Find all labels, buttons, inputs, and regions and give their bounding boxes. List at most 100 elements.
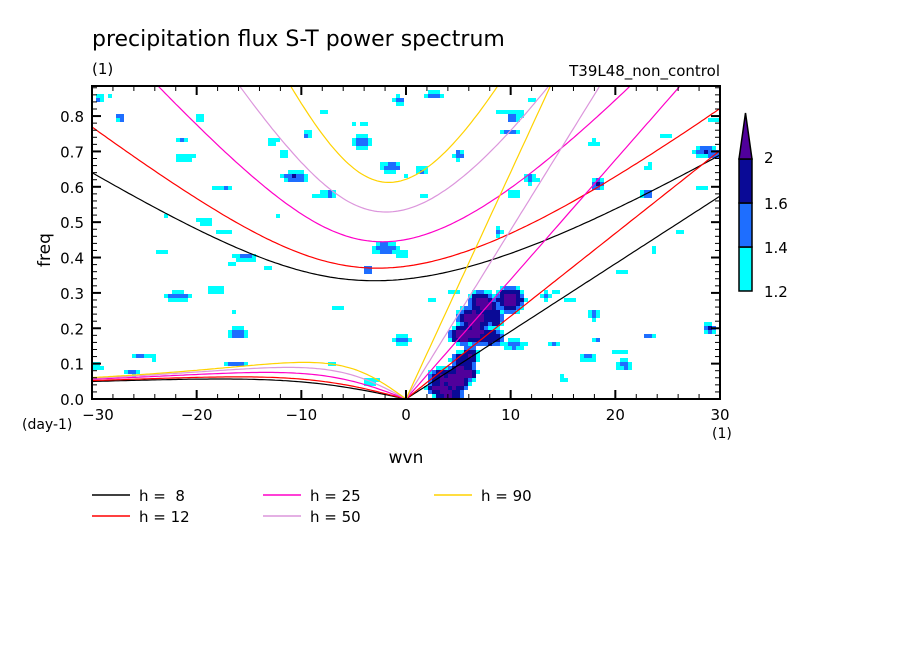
contour-cell <box>440 370 444 374</box>
contour-cell <box>244 258 248 262</box>
contour-cell <box>480 342 484 346</box>
contour-cell <box>468 362 472 366</box>
contour-cell <box>464 342 468 346</box>
contour-cell <box>452 378 456 382</box>
contour-cell <box>320 190 324 194</box>
contour-cell <box>456 334 460 338</box>
contour-cell <box>180 290 184 294</box>
rossby-n1-curve-h25 <box>92 371 407 399</box>
contour-cell <box>244 330 248 334</box>
contour-cell <box>396 94 400 98</box>
contour-cell <box>464 334 468 338</box>
contour-cell <box>500 130 504 134</box>
contour-cell <box>628 366 632 370</box>
contour-cell <box>484 290 488 294</box>
contour-cell <box>460 150 464 154</box>
contour-cell <box>464 306 468 310</box>
contour-cell <box>708 150 712 154</box>
contour-cell <box>716 118 720 122</box>
contour-cell <box>468 354 472 358</box>
contour-cell <box>392 98 396 102</box>
ig-n1-curve-h8 <box>92 154 720 282</box>
contour-cell <box>552 290 556 294</box>
contour-cell <box>400 338 404 342</box>
contour-cell <box>252 258 256 262</box>
contour-cell <box>532 98 536 102</box>
ig-n1-curve-h12 <box>92 108 720 269</box>
contour-cell <box>236 362 240 366</box>
contour-cell <box>592 186 596 190</box>
contour-cell <box>492 310 496 314</box>
contour-cell <box>520 294 524 298</box>
contour-cell <box>392 250 396 254</box>
contour-cell <box>352 142 356 146</box>
contour-cell <box>180 138 184 142</box>
contour-cell <box>472 306 476 310</box>
contour-cell <box>504 302 508 306</box>
legend-item-h90: h = 90 <box>434 487 532 505</box>
contour-cell <box>500 330 504 334</box>
contour-cell <box>284 154 288 158</box>
contour-cell <box>436 370 440 374</box>
contour-cell <box>368 138 372 142</box>
contour-cell <box>460 314 464 318</box>
contour-cell <box>236 330 240 334</box>
y-axis-label: freq <box>35 233 55 267</box>
contour-cell <box>428 390 432 394</box>
contour-cell <box>496 306 500 310</box>
contour-cell <box>512 118 516 122</box>
contour-cell <box>328 194 332 198</box>
contour-cell <box>616 350 620 354</box>
contour-cell <box>504 294 508 298</box>
y-tick-label: 0.7 <box>60 143 84 161</box>
contour-cell <box>480 330 484 334</box>
contour-cell <box>424 194 428 198</box>
contour-cell <box>236 334 240 338</box>
kelvin-curve-h8 <box>405 195 720 399</box>
contour-cell <box>264 266 268 270</box>
contour-cell <box>364 142 368 146</box>
contour-cell <box>304 178 308 182</box>
contour-cell <box>492 322 496 326</box>
contour-cell <box>648 334 652 338</box>
contour-cell <box>368 382 372 386</box>
contour-cell <box>464 326 468 330</box>
contour-cell <box>456 326 460 330</box>
contour-cell <box>524 178 528 182</box>
contour-cell <box>392 166 396 170</box>
colorbar-label: 2 <box>764 149 774 167</box>
contour-cell <box>228 186 232 190</box>
contour-cell <box>384 170 388 174</box>
contour-cell <box>496 334 500 338</box>
contour-cell <box>288 170 292 174</box>
contour-cell <box>464 374 468 378</box>
contour-cell <box>276 138 280 142</box>
contour-cell <box>432 374 436 378</box>
contour-cell <box>524 342 528 346</box>
kelvin-curve-h90 <box>405 86 552 399</box>
contour-cell <box>180 294 184 298</box>
contour-cell <box>320 194 324 198</box>
contour-cell <box>368 270 372 274</box>
contour-cell <box>612 350 616 354</box>
contour-cell <box>484 314 488 318</box>
contour-cell <box>172 290 176 294</box>
contour-cell <box>512 290 516 294</box>
contour-cell <box>176 298 180 302</box>
contour-cell <box>476 338 480 342</box>
contour-cell <box>428 94 432 98</box>
contour-cell <box>172 294 176 298</box>
contour-cell <box>240 254 244 258</box>
contour-cell <box>484 298 488 302</box>
contour-cell <box>448 374 452 378</box>
contour-cell <box>592 358 596 362</box>
contour-cell <box>568 298 572 302</box>
contour-cell <box>488 310 492 314</box>
contour-cell <box>300 178 304 182</box>
contour-cell <box>512 298 516 302</box>
contour-cell <box>432 94 436 98</box>
contour-cell <box>492 302 496 306</box>
contour-cell <box>428 386 432 390</box>
contour-cell <box>180 158 184 162</box>
